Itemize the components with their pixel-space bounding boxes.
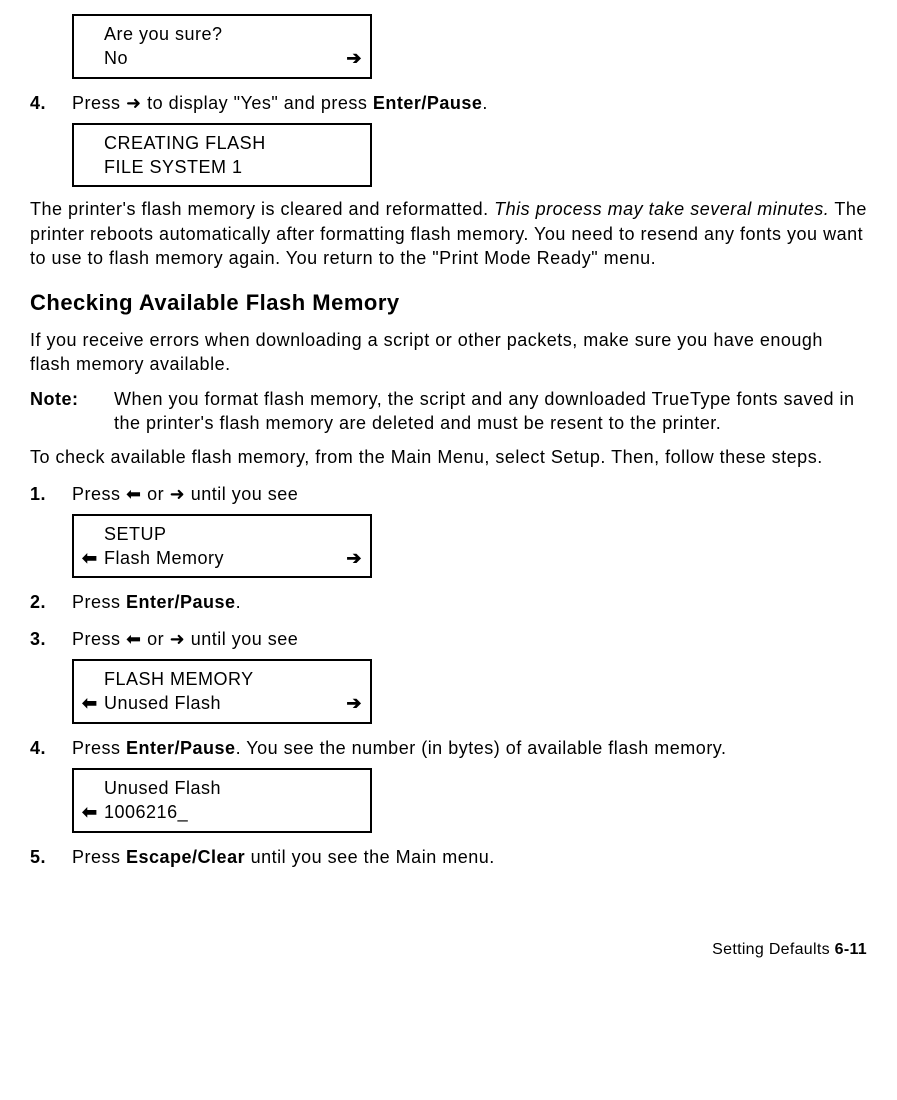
paragraph-check-steps: To check available flash memory, from th… xyxy=(30,445,867,469)
lcd-line: FILE SYSTEM 1 xyxy=(82,155,362,179)
step-number: 4. xyxy=(30,91,72,115)
lcd-text: No xyxy=(104,46,340,70)
lcd-text: Unused Flash xyxy=(104,691,340,715)
note-label: Note: xyxy=(30,387,114,436)
step-4a: 4. Press to display "Yes" and press Ente… xyxy=(30,91,867,115)
step-3: 3. Press or until you see xyxy=(30,627,867,651)
text-italic: This process may take several minutes. xyxy=(494,199,829,219)
step-body: Press Enter/Pause. You see the number (i… xyxy=(72,736,867,760)
arrow-right-icon xyxy=(126,93,142,113)
step-4b: 4. Press Enter/Pause. You see the number… xyxy=(30,736,867,760)
text: Press xyxy=(72,629,126,649)
text: or xyxy=(142,629,170,649)
step-number: 2. xyxy=(30,590,72,614)
lcd-box-creating-flash: CREATING FLASH FILE SYSTEM 1 xyxy=(72,123,372,188)
arrow-left-icon xyxy=(126,484,142,504)
arrow-right-icon xyxy=(340,546,362,570)
text: Press xyxy=(72,847,126,867)
lcd-text: 1006216_ xyxy=(104,800,340,824)
step-2: 2. Press Enter/Pause. xyxy=(30,590,867,614)
lcd-line: CREATING FLASH xyxy=(82,131,362,155)
text: The printer's flash memory is cleared an… xyxy=(30,199,494,219)
lcd-line: FLASH MEMORY xyxy=(82,667,362,691)
arrow-right-icon xyxy=(170,484,186,504)
lcd-line: 1006216_ xyxy=(82,800,362,824)
lcd-text: SETUP xyxy=(104,522,340,546)
step-1: 1. Press or until you see xyxy=(30,482,867,506)
lcd-box-unused-flash: Unused Flash 1006216_ xyxy=(72,768,372,833)
page-footer: Setting Defaults 6-11 xyxy=(30,939,867,961)
text: to display "Yes" and press xyxy=(142,93,373,113)
key-enter-pause: Enter/Pause xyxy=(126,738,236,758)
step-number: 1. xyxy=(30,482,72,506)
lcd-box-flash-memory: FLASH MEMORY Unused Flash xyxy=(72,659,372,724)
step-number: 3. xyxy=(30,627,72,651)
text: Press xyxy=(72,738,126,758)
footer-page-number: 6-11 xyxy=(835,941,867,958)
lcd-text: FILE SYSTEM 1 xyxy=(104,155,340,179)
text: or xyxy=(142,484,170,504)
lcd-line: Flash Memory xyxy=(82,546,362,570)
step-number: 5. xyxy=(30,845,72,869)
lcd-line: Unused Flash xyxy=(82,691,362,715)
lcd-text: Are you sure? xyxy=(104,22,340,46)
note-body: When you format flash memory, the script… xyxy=(114,387,867,436)
paragraph-errors: If you receive errors when downloading a… xyxy=(30,328,867,377)
lcd-line: SETUP xyxy=(82,522,362,546)
text: . You see the number (in bytes) of avail… xyxy=(236,738,727,758)
step-body: Press to display "Yes" and press Enter/P… xyxy=(72,91,867,115)
step-body: Press or until you see xyxy=(72,627,867,651)
lcd-line: Are you sure? xyxy=(82,22,362,46)
text: Press xyxy=(72,484,126,504)
key-enter-pause: Enter/Pause xyxy=(373,93,483,113)
text: Press xyxy=(72,592,126,612)
step-body: Press Escape/Clear until you see the Mai… xyxy=(72,845,867,869)
text: . xyxy=(482,93,488,113)
lcd-line: No xyxy=(82,46,362,70)
step-body: Press Enter/Pause. xyxy=(72,590,867,614)
arrow-left-icon xyxy=(82,800,104,824)
arrow-left-icon xyxy=(126,629,142,649)
arrow-left-icon xyxy=(82,546,104,570)
lcd-box-setup: SETUP Flash Memory xyxy=(72,514,372,579)
arrow-right-icon xyxy=(170,629,186,649)
key-enter-pause: Enter/Pause xyxy=(126,592,236,612)
step-number: 4. xyxy=(30,736,72,760)
lcd-text: CREATING FLASH xyxy=(104,131,340,155)
step-5: 5. Press Escape/Clear until you see the … xyxy=(30,845,867,869)
text: until you see xyxy=(185,629,298,649)
step-body: Press or until you see xyxy=(72,482,867,506)
lcd-text: Unused Flash xyxy=(104,776,340,800)
lcd-text: FLASH MEMORY xyxy=(104,667,340,691)
text: . xyxy=(236,592,242,612)
note-block: Note: When you format flash memory, the … xyxy=(30,387,867,436)
footer-section: Setting Defaults xyxy=(712,941,835,958)
arrow-left-icon xyxy=(82,691,104,715)
heading-checking-flash: Checking Available Flash Memory xyxy=(30,288,867,318)
lcd-box-are-you-sure: Are you sure? No xyxy=(72,14,372,79)
paragraph-flash-clear: The printer's flash memory is cleared an… xyxy=(30,197,867,270)
key-escape-clear: Escape/Clear xyxy=(126,847,245,867)
text: Press xyxy=(72,93,126,113)
text: until you see xyxy=(185,484,298,504)
arrow-right-icon xyxy=(340,691,362,715)
text: until you see the Main menu. xyxy=(245,847,495,867)
lcd-line: Unused Flash xyxy=(82,776,362,800)
lcd-text: Flash Memory xyxy=(104,546,340,570)
arrow-right-icon xyxy=(340,46,362,70)
